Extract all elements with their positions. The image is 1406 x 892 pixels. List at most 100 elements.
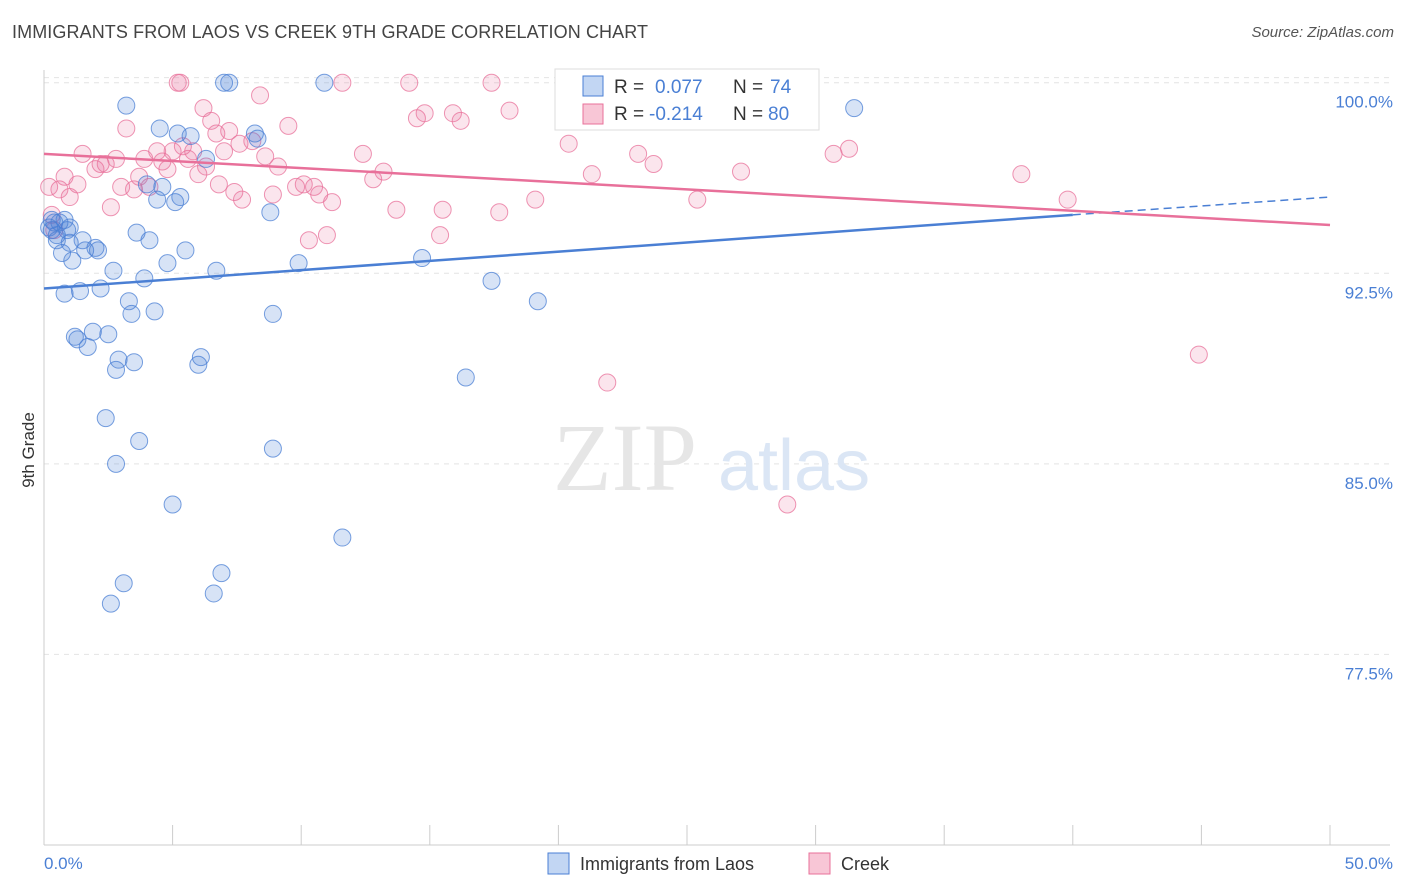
point-creek: [317, 226, 336, 245]
point-creek: [68, 175, 87, 194]
point-creek: [778, 495, 797, 514]
point-creek: [171, 73, 190, 92]
point-laos: [50, 213, 69, 232]
point-laos: [171, 188, 190, 207]
point-creek: [279, 116, 298, 135]
axes: 77.5% 85.0% 92.5% 100.0% 0.0% 50.0%: [43, 70, 1393, 873]
point-laos: [63, 251, 82, 270]
point-creek: [598, 373, 617, 392]
point-laos: [117, 96, 136, 115]
point-laos: [107, 360, 126, 379]
point-laos: [158, 254, 177, 273]
point-creek: [1189, 345, 1208, 364]
point-creek: [824, 144, 843, 163]
chart-title: IMMIGRANTS FROM LAOS VS CREEK 9TH GRADE …: [12, 22, 649, 42]
point-laos: [289, 254, 308, 273]
trend-line-laos-extension: [1072, 196, 1331, 216]
point-laos: [245, 124, 264, 143]
point-laos: [104, 261, 123, 280]
point-creek: [387, 200, 406, 219]
point-creek: [73, 144, 92, 163]
point-laos: [528, 292, 547, 311]
point-laos: [197, 149, 216, 168]
bottom-legend-label-laos: Immigrants from Laos: [580, 854, 754, 874]
legend-swatch-creek: [582, 103, 604, 125]
point-creek: [96, 155, 115, 174]
point-creek: [559, 134, 578, 153]
point-creek: [294, 175, 313, 194]
point-creek: [101, 198, 120, 217]
legend-n-value-laos: 74: [770, 77, 792, 98]
point-creek: [840, 139, 859, 158]
point-laos: [101, 594, 120, 613]
point-creek: [364, 170, 383, 189]
point-laos: [456, 368, 475, 387]
point-creek: [526, 190, 545, 209]
trend-line-laos: [43, 213, 1073, 290]
point-laos: [125, 353, 144, 372]
stats-legend: R = 0.077 N = 74 R = -0.214 N = 80: [554, 68, 820, 131]
point-laos: [91, 279, 110, 298]
point-creek: [251, 86, 270, 105]
legend-n-label-laos: N =: [733, 77, 763, 98]
y-tick-label: 77.5%: [1345, 664, 1393, 683]
point-laos: [191, 348, 210, 367]
point-laos: [109, 350, 128, 369]
point-creek: [323, 193, 342, 212]
legend-swatch-laos: [582, 75, 604, 97]
series-legend: Immigrants from Laos Creek: [547, 852, 890, 875]
point-laos: [47, 231, 66, 250]
point-creek: [158, 160, 177, 179]
legend-r-label-laos: R =: [614, 77, 644, 98]
bottom-legend-label-creek: Creek: [841, 854, 890, 874]
point-laos: [845, 99, 864, 118]
point-laos: [204, 584, 223, 603]
x-tick-label-max: 50.0%: [1345, 854, 1393, 873]
point-creek: [40, 177, 59, 196]
point-creek: [582, 165, 601, 184]
point-creek: [431, 226, 450, 245]
point-laos: [107, 454, 126, 473]
point-creek: [490, 203, 509, 222]
point-laos: [55, 284, 74, 303]
point-laos: [482, 271, 501, 290]
point-laos: [333, 528, 352, 547]
watermark-atlas: atlas: [718, 426, 870, 506]
point-creek: [299, 231, 318, 250]
point-laos: [212, 564, 231, 583]
point-creek: [189, 165, 208, 184]
point-creek: [1012, 165, 1031, 184]
point-laos: [181, 127, 200, 146]
point-laos: [248, 129, 267, 148]
point-laos: [86, 238, 105, 257]
y-tick-label: 100.0%: [1335, 93, 1393, 112]
y-tick-label: 85.0%: [1345, 474, 1393, 493]
point-laos: [42, 221, 61, 240]
point-laos: [150, 119, 169, 138]
point-creek: [225, 182, 244, 201]
point-laos: [114, 574, 133, 593]
point-laos: [96, 409, 115, 428]
legend-r-value-creek: -0.214: [649, 104, 703, 125]
point-laos: [140, 231, 159, 250]
trend-line-creek: [43, 152, 1331, 227]
point-laos: [263, 304, 282, 323]
point-creek: [451, 111, 470, 130]
point-laos: [83, 322, 102, 341]
point-creek: [688, 190, 707, 209]
point-creek: [644, 155, 663, 174]
point-creek: [443, 104, 462, 123]
point-creek: [215, 142, 234, 161]
point-laos: [76, 241, 95, 260]
point-creek: [433, 200, 452, 219]
point-laos: [89, 241, 108, 260]
chart-source: Source: ZipAtlas.com: [1251, 24, 1394, 41]
point-creek: [263, 185, 282, 204]
point-laos: [215, 73, 234, 92]
point-laos: [99, 325, 118, 344]
bottom-legend-swatch-creek: [808, 852, 831, 875]
trend-lines: [43, 152, 1331, 290]
point-laos: [65, 327, 84, 346]
point-creek: [400, 73, 419, 92]
